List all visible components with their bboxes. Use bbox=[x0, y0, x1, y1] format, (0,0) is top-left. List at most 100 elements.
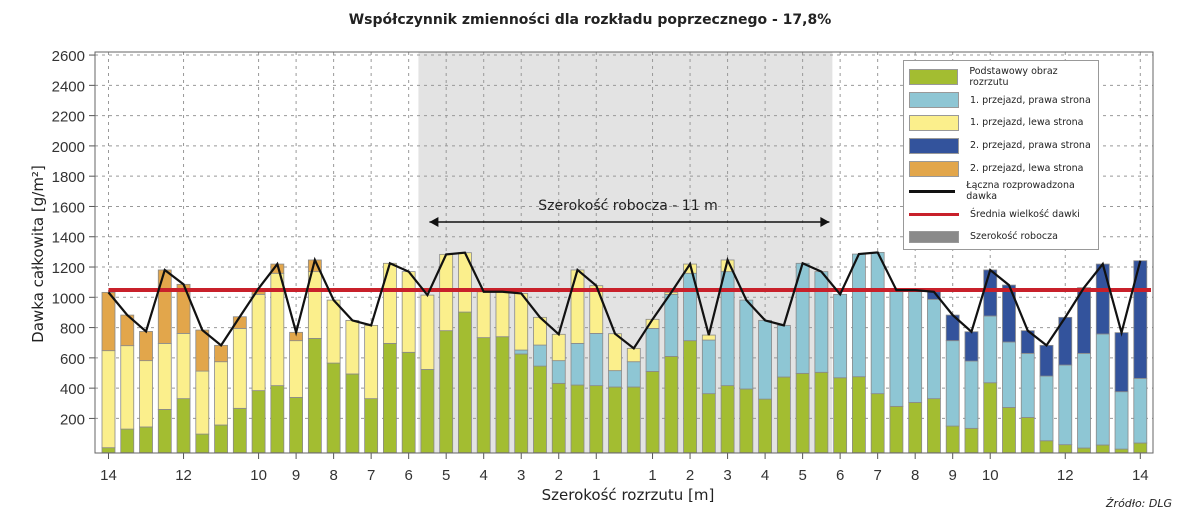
bar-segment bbox=[664, 356, 679, 454]
arrow-head-left bbox=[429, 217, 439, 227]
legend-item: Średnia wielkość dawki bbox=[909, 203, 1098, 226]
x-tick-label: 10 bbox=[982, 467, 999, 484]
legend-swatch bbox=[909, 230, 959, 243]
bar-segment bbox=[927, 398, 941, 454]
bar-segment bbox=[570, 269, 585, 344]
bar-segment bbox=[720, 385, 735, 454]
bar-segment bbox=[551, 360, 566, 384]
bar-segment bbox=[157, 342, 172, 410]
bar-segment bbox=[908, 402, 923, 454]
bar-segment bbox=[570, 384, 585, 454]
bar-segment bbox=[626, 361, 641, 388]
bar-segment bbox=[382, 342, 397, 454]
bar-segment bbox=[664, 293, 679, 357]
bar-segment bbox=[401, 271, 416, 353]
legend-label: Łączna rozprowadzona dawka bbox=[966, 180, 1075, 203]
bar-segment bbox=[120, 428, 135, 454]
legend-item: Łączna rozprowadzona dawka bbox=[909, 180, 1098, 203]
bar-segment bbox=[852, 253, 866, 378]
y-tick-label: 1800 bbox=[52, 169, 85, 186]
bar-segment bbox=[945, 340, 960, 427]
bar-segment bbox=[1133, 442, 1148, 454]
y-tick-label: 1600 bbox=[52, 199, 85, 216]
bar-segment bbox=[401, 351, 416, 454]
bar-segment bbox=[157, 269, 172, 344]
y-tick-label: 400 bbox=[60, 381, 85, 398]
y-tick-label: 1200 bbox=[52, 260, 85, 277]
legend-line bbox=[909, 189, 956, 193]
legend-label: 2. przejazd, prawa strona bbox=[970, 140, 1091, 152]
x-axis-label: Szerokość rozrzutu [m] bbox=[541, 486, 715, 504]
y-axis-label: Dawka całkowita [g/m²] bbox=[29, 165, 47, 343]
y-tick-label: 200 bbox=[60, 411, 85, 428]
bar-segment bbox=[889, 289, 904, 407]
total-dose-line bbox=[107, 251, 1142, 350]
bar-segment bbox=[1095, 263, 1110, 335]
bar-segment bbox=[964, 331, 979, 362]
x-tick-label: 5 bbox=[798, 467, 806, 484]
legend-item: 2. przejazd, lewa strona bbox=[909, 157, 1098, 180]
bar-segment bbox=[1077, 287, 1091, 354]
y-tick-label: 1000 bbox=[52, 290, 85, 307]
bar-segment bbox=[870, 251, 885, 395]
bar-segment bbox=[758, 319, 772, 400]
bar-segment bbox=[701, 334, 716, 341]
legend-item: 1. przejazd, lewa strona bbox=[909, 112, 1098, 135]
legend-swatch bbox=[909, 114, 959, 131]
legend-item: Szerokość robocza bbox=[909, 226, 1098, 249]
legend-label: 1. przejazd, lewa strona bbox=[970, 117, 1084, 129]
bar-segment bbox=[1039, 440, 1054, 454]
x-tick-label: 3 bbox=[723, 467, 731, 484]
bar-segment bbox=[195, 329, 210, 372]
y-tick-label: 2000 bbox=[52, 139, 85, 156]
bar-segment bbox=[1095, 333, 1110, 446]
bar-segment bbox=[251, 390, 266, 454]
bar-segment bbox=[1133, 377, 1148, 444]
bar-segment bbox=[683, 340, 697, 454]
bar-segment bbox=[1095, 444, 1110, 454]
bar-segment bbox=[626, 386, 641, 454]
bar-segment bbox=[1039, 375, 1054, 442]
bar-segment bbox=[739, 388, 754, 454]
bar-segment bbox=[983, 382, 998, 454]
legend-label: Podstawowy obraz rozrzutu bbox=[969, 66, 1058, 89]
bar-segment bbox=[908, 289, 923, 403]
bar-segment bbox=[514, 293, 529, 351]
bar-segment bbox=[814, 271, 829, 373]
bar-segment bbox=[551, 382, 566, 454]
x-tick-label: 1 bbox=[648, 467, 656, 484]
y-tick-label: 1400 bbox=[52, 230, 85, 247]
bar-segment bbox=[833, 293, 848, 379]
source-note: Źródło: DLG bbox=[1106, 497, 1172, 510]
bar-segment bbox=[795, 372, 810, 454]
bar-segment bbox=[608, 333, 622, 372]
x-tick-label: 14 bbox=[100, 467, 117, 484]
bar-segment bbox=[495, 291, 510, 338]
bar-segment bbox=[195, 370, 210, 435]
x-tick-label: 5 bbox=[442, 467, 450, 484]
bar-segment bbox=[420, 294, 435, 370]
bar-segment bbox=[1020, 352, 1035, 418]
x-tick-label: 7 bbox=[367, 467, 375, 484]
x-tick-label: 9 bbox=[949, 467, 957, 484]
bar-segment bbox=[289, 340, 304, 398]
bar-segment bbox=[626, 347, 641, 363]
bar-segment bbox=[326, 299, 341, 364]
bar-segment bbox=[533, 344, 547, 367]
bar-segment bbox=[364, 324, 379, 400]
bar-segment bbox=[139, 331, 153, 362]
plot-frame bbox=[94, 51, 1154, 454]
bar-segment bbox=[814, 371, 829, 454]
bar-segment bbox=[514, 349, 529, 355]
bar-segment bbox=[420, 369, 435, 454]
legend-label: 2. przejazd, lewa strona bbox=[970, 163, 1084, 175]
bar-segment bbox=[776, 376, 791, 454]
legend-swatch bbox=[909, 92, 959, 109]
x-tick-label: 7 bbox=[873, 467, 881, 484]
legend-label: 1. przejazd, prawa strona bbox=[970, 94, 1091, 106]
bar-segment bbox=[589, 332, 604, 387]
bar-segment bbox=[176, 332, 191, 400]
bar-segment bbox=[645, 328, 660, 372]
bar-segment bbox=[458, 311, 472, 454]
